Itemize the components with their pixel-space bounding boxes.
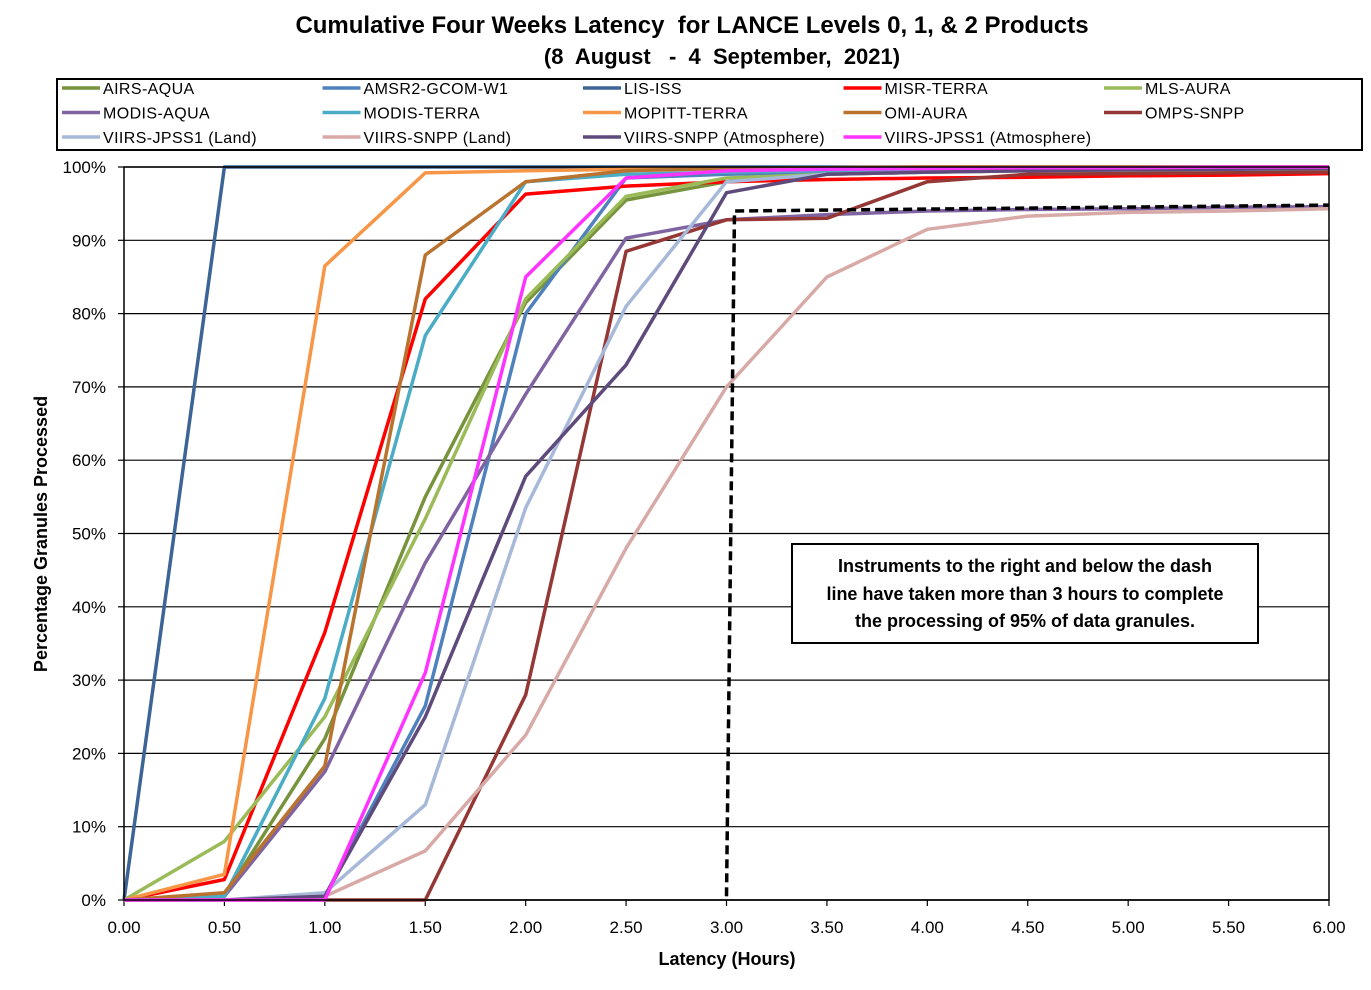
legend-label-modis-terra: MODIS-TERRA (364, 106, 480, 123)
annotation-frame (791, 543, 1259, 644)
legend-box (56, 78, 1363, 151)
annotation-box: Instruments to the right and below the d… (791, 543, 1259, 644)
legend-label-amsr2-gcom-w1: AMSR2-GCOM-W1 (364, 81, 509, 98)
x-tick-label: 0.00 (107, 918, 140, 937)
y-tick-label: 40% (72, 598, 106, 617)
x-tick-label: 2.00 (509, 918, 542, 937)
annotation-line: Instruments to the right and below the d… (838, 556, 1212, 576)
x-tick-label: 3.00 (710, 918, 743, 937)
legend-label-misr-terra: MISR-TERRA (885, 81, 989, 98)
x-tick-label: 4.50 (1011, 918, 1044, 937)
x-tick-label: 2.50 (610, 918, 643, 937)
y-tick-label: 10% (72, 818, 106, 837)
y-tick-label: 90% (72, 231, 106, 250)
x-tick-label: 0.50 (208, 918, 241, 937)
x-tick-label: 1.50 (409, 918, 442, 937)
y-axis-label: Percentage Granules Processed (31, 396, 51, 672)
y-tick-label: 30% (72, 671, 106, 690)
legend-label-viirs-snpp-atmosphere: VIIRS-SNPP (Atmosphere) (624, 130, 825, 147)
legend-label-viirs-jpss1-atmosphere: VIIRS-JPSS1 (Atmosphere) (885, 130, 1092, 147)
legend-label-mopitt-terra: MOPITT-TERRA (624, 106, 748, 123)
y-tick-label: 60% (72, 451, 106, 470)
legend-label-viirs-snpp-land: VIIRS-SNPP (Land) (364, 130, 512, 147)
y-tick-label: 100% (63, 158, 106, 177)
y-tick-label: 20% (72, 744, 106, 763)
y-tick-label: 50% (72, 525, 106, 544)
y-tick-label: 0% (81, 891, 106, 910)
legend: AIRS-AQUA AMSR2-GCOM-W1 LIS-ISS MISR-TERRA M… (56, 78, 1363, 151)
y-tick-label: 70% (72, 378, 106, 397)
chart-subtitle: (8 August - 4 September, 2021) (544, 44, 900, 69)
x-tick-label: 4.00 (911, 918, 944, 937)
x-axis-label: Latency (Hours) (658, 949, 795, 969)
legend-label-omps-snpp: OMPS-SNPP (1145, 106, 1245, 123)
y-tick-label: 80% (72, 305, 106, 324)
legend-label-mls-aura: MLS-AURA (1145, 81, 1231, 98)
legend-label-viirs-jpss1-land: VIIRS-JPSS1 (Land) (103, 130, 257, 147)
x-tick-label: 6.00 (1312, 918, 1345, 937)
y-axis: 0% 10% 20% 30% 40% 50% 60% 70% 80% 90% 100% (63, 158, 124, 910)
x-tick-label: 1.00 (308, 918, 341, 937)
legend-label-modis-aqua: MODIS-AQUA (103, 106, 210, 123)
threshold-dashed-line (724, 203, 1330, 897)
x-tick-label: 3.50 (810, 918, 843, 937)
chart-title: Cumulative Four Weeks Latency for LANCE … (295, 12, 1088, 39)
legend-label-airs-aqua: AIRS-AQUA (103, 81, 195, 98)
legend-label-omi-aura: OMI-AURA (885, 106, 968, 123)
annotation-line: the processing of 95% of data granules. (855, 611, 1195, 631)
x-tick-label: 5.00 (1112, 918, 1145, 937)
x-tick-label: 5.50 (1212, 918, 1245, 937)
legend-label-lis-iss: LIS-ISS (624, 81, 682, 98)
annotation-line: line have taken more than 3 hours to com… (826, 584, 1223, 604)
plot-frame (123, 166, 1330, 901)
